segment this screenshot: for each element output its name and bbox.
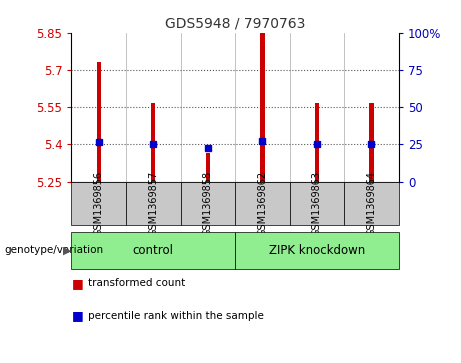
Text: transformed count: transformed count <box>88 278 185 288</box>
Bar <box>126 182 181 225</box>
Bar <box>369 103 374 182</box>
Bar <box>96 62 101 182</box>
Title: GDS5948 / 7970763: GDS5948 / 7970763 <box>165 16 305 30</box>
Bar <box>315 103 319 182</box>
Bar <box>235 182 290 225</box>
Bar <box>151 103 155 182</box>
Text: percentile rank within the sample: percentile rank within the sample <box>88 311 264 321</box>
Text: control: control <box>133 244 174 257</box>
Bar <box>181 182 235 225</box>
Text: genotype/variation: genotype/variation <box>5 245 104 256</box>
Text: ■: ■ <box>71 309 83 322</box>
Bar <box>206 153 210 182</box>
Text: GSM1369856: GSM1369856 <box>94 171 104 236</box>
Text: ▶: ▶ <box>63 245 71 256</box>
Text: GSM1369863: GSM1369863 <box>312 171 322 236</box>
Text: GSM1369857: GSM1369857 <box>148 171 158 236</box>
Text: GSM1369862: GSM1369862 <box>257 171 267 236</box>
Bar <box>71 182 126 225</box>
Text: ZIPK knockdown: ZIPK knockdown <box>269 244 365 257</box>
Text: GSM1369864: GSM1369864 <box>366 171 377 236</box>
Bar <box>344 182 399 225</box>
Text: GSM1369858: GSM1369858 <box>203 171 213 236</box>
Bar <box>260 33 265 182</box>
Bar <box>290 182 344 225</box>
Text: ■: ■ <box>71 277 83 290</box>
